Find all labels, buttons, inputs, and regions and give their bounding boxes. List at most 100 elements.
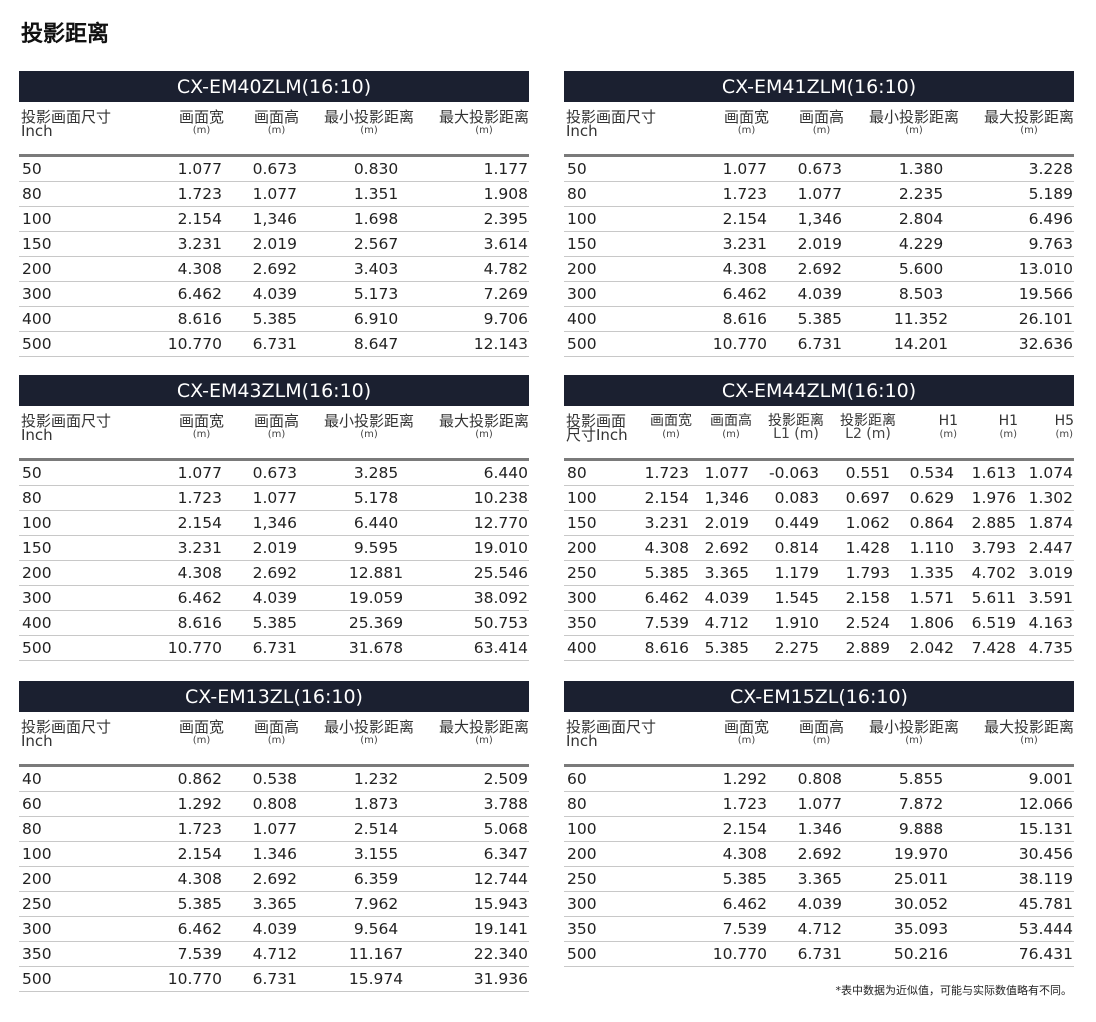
table-row: 60 1.292 0.808 5.855 9.001	[564, 767, 1074, 792]
table-cell: 6.462	[722, 895, 767, 913]
column-header-name: 画面高	[253, 108, 299, 126]
column-header: 最小投影距离 (m)	[844, 720, 984, 764]
table-cell: 1.292	[177, 795, 222, 813]
table-cell: 6.731	[797, 335, 842, 353]
column-header-unit: 尺寸Inch	[566, 426, 628, 444]
table-cell: 31.936	[473, 970, 528, 988]
column-header: 最大投影距离 (m)	[439, 720, 529, 764]
column-header: 投影距离 L1 (m)	[752, 414, 824, 458]
column-header-unit: (m)	[267, 429, 286, 440]
column-header-name: 画面宽	[178, 412, 224, 430]
column-header-name: H1	[938, 413, 958, 429]
column-header-label: 最小投影距离 (m)	[324, 720, 414, 747]
column-header-unit: Inch	[566, 732, 598, 750]
table-cell: 10.238	[473, 489, 528, 507]
table-model-title: CX-EM44ZLM(16:10)	[564, 375, 1074, 406]
table-model-title: CX-EM13ZL(16:10)	[19, 681, 529, 712]
column-header-name: 画面宽	[178, 108, 224, 126]
table-cell: 25.546	[473, 564, 528, 582]
column-header-name: 最大投影距离	[438, 718, 529, 736]
column-header-name: 投影画面尺寸	[21, 718, 112, 736]
table-cell: 1.545	[774, 589, 819, 607]
table-row: 200 4.308 2.692 19.970 30.456	[564, 842, 1074, 867]
table-row: 500 10.770 6.731 31.678 63.414	[19, 636, 529, 661]
table-cell: 6.462	[644, 589, 689, 607]
table-cell: 5.173	[353, 285, 399, 303]
table-cell: 300	[567, 895, 597, 913]
column-header: 最小投影距离 (m)	[844, 110, 984, 154]
column-header-unit: (m)	[475, 125, 493, 136]
table-cell: 200	[567, 260, 597, 278]
table-cell: 6.731	[252, 970, 297, 988]
column-header-label: 最小投影距离 (m)	[869, 110, 959, 137]
table-cell: 2.019	[252, 539, 297, 557]
table-row: 60 1.292 0.808 1.873 3.788	[19, 792, 529, 817]
table-row: 400 8.616 5.385 11.352 26.101	[564, 307, 1074, 332]
table-cell: 500	[22, 639, 52, 657]
table-cell: 0.534	[909, 464, 954, 482]
table-cell: 8.616	[177, 614, 222, 632]
table-cell: 1.571	[909, 589, 954, 607]
table-cell: 3.285	[353, 464, 399, 482]
table-cell: 5.068	[483, 820, 528, 838]
table-cell: 1.110	[909, 539, 954, 557]
column-header: 最大投影距离 (m)	[984, 110, 1074, 154]
table-row: 350 7.539 4.712 11.167 22.340	[19, 942, 529, 967]
column-header-unit: L2 (m)	[845, 426, 891, 442]
table-row: 300 6.462 4.039 5.173 7.269	[19, 282, 529, 307]
column-header-name: 画面高	[798, 108, 844, 126]
table-row: 500 10.770 6.731 15.974 31.936	[19, 967, 529, 992]
table-model-title: CX-EM15ZL(16:10)	[564, 681, 1074, 712]
table-cell: 9.001	[1028, 770, 1073, 788]
table-cell: 4.308	[644, 539, 689, 557]
column-header-name: 最大投影距离	[438, 412, 529, 430]
table-cell: 50	[22, 464, 42, 482]
table-cell: 1.723	[644, 464, 689, 482]
table-cell: 400	[22, 614, 52, 632]
table-cell: 1.232	[353, 770, 399, 788]
table-cell: 150	[567, 514, 597, 532]
table-cell: 150	[567, 235, 597, 253]
table-cell: 3.614	[483, 235, 528, 253]
table-cell: 10.770	[712, 335, 767, 353]
table-cell: 500	[22, 335, 52, 353]
table-row: 300 6.462 4.039 1.545 2.158 1.571 5.611 3.591	[564, 586, 1074, 611]
table-cell: 3.155	[353, 845, 399, 863]
table-row: 50 1.077 0.673 1.380 3.228	[564, 157, 1074, 182]
table-row: 50 1.077 0.673 0.830 1.177	[19, 157, 529, 182]
table-cell: 4.039	[797, 895, 842, 913]
table-cell: 1.723	[177, 820, 222, 838]
table-cell: 1.077	[177, 464, 222, 482]
column-header: 最小投影距离 (m)	[299, 414, 439, 458]
column-header-label: 最大投影距离 (m)	[439, 720, 529, 747]
table-cell: 50	[567, 160, 587, 178]
table-row: 100 2.154 1.346 9.888 15.131	[564, 817, 1074, 842]
column-header-unit: (m)	[267, 735, 286, 746]
table-cell: 1.346	[797, 820, 842, 838]
column-header-unit: (m)	[662, 429, 680, 440]
column-header-unit: (m)	[737, 125, 756, 136]
column-header-name: 画面宽	[650, 413, 692, 429]
table-row: 80 1.723 1.077 2.235 5.189	[564, 182, 1074, 207]
spec-table: CX-EM15ZL(16:10) 投影画面尺寸 Inch 画面宽 (m) 画面高 (m) 最小…	[564, 681, 1074, 967]
table-cell: -0.063	[769, 464, 819, 482]
table-cell: 3.231	[722, 235, 767, 253]
table-cell: 6.519	[971, 614, 1016, 632]
table-cell: 2.514	[353, 820, 399, 838]
column-header-unit: (m)	[360, 125, 378, 136]
table-cell: 300	[22, 589, 52, 607]
table-cell: 10.770	[167, 335, 222, 353]
column-header-name: H1	[998, 413, 1018, 429]
table-cell: 350	[567, 614, 597, 632]
table-cell: 19.566	[1018, 285, 1073, 303]
table-cell: 0.862	[177, 770, 222, 788]
table-cell: 100	[567, 820, 597, 838]
table-cell: 2.524	[845, 614, 890, 632]
table-cell: 14.201	[893, 335, 949, 353]
column-header-unit: (m)	[1020, 125, 1038, 136]
table-cell: 80	[22, 489, 42, 507]
